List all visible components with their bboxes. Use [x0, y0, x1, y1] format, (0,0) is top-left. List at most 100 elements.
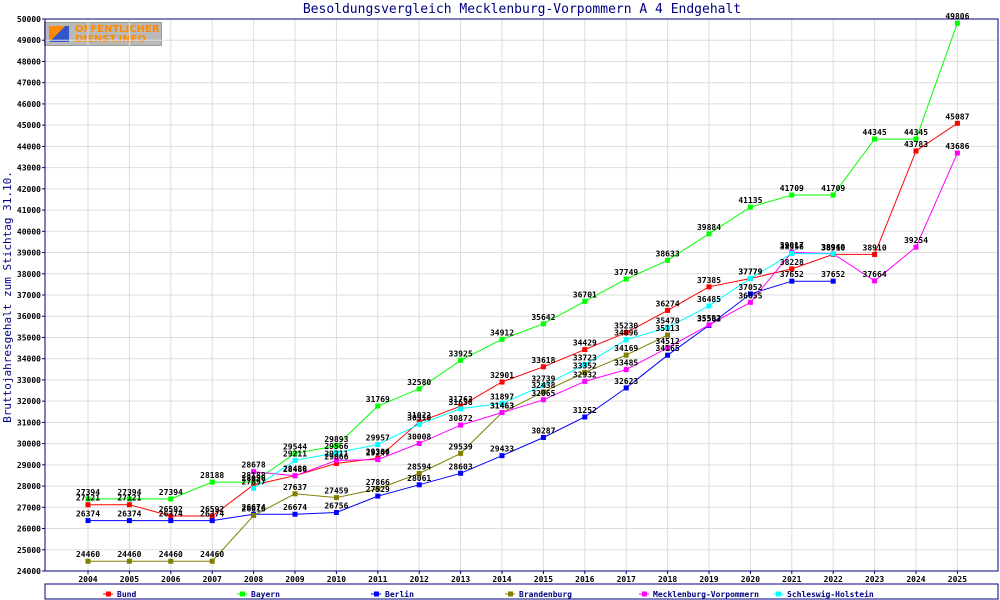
data-point: [872, 136, 878, 142]
data-label: 27866: [366, 478, 390, 487]
data-label: 45087: [945, 112, 969, 121]
data-label: 28188: [200, 471, 224, 480]
data-label: 24460: [76, 550, 100, 559]
data-point: [333, 450, 339, 456]
data-label: 26674: [283, 503, 307, 512]
data-label: 31769: [366, 395, 390, 404]
data-point: [168, 513, 174, 519]
data-point: [830, 278, 836, 284]
y-tick-label: 49000: [17, 36, 41, 45]
logo-line-2: DIENST.INFO: [75, 34, 146, 45]
data-label: 39254: [904, 236, 928, 245]
data-label: 34512: [656, 337, 680, 346]
data-label: 26374: [117, 510, 141, 519]
data-point: [126, 502, 132, 508]
data-point: [416, 470, 422, 476]
data-point: [499, 453, 505, 459]
data-label: 32739: [531, 374, 555, 383]
data-point: [954, 150, 960, 156]
legend: Bund Bayern Berlin Brandenburg Mecklenburg-V…: [103, 589, 874, 599]
data-label: 27394: [159, 488, 183, 497]
data-point: [623, 330, 629, 336]
data-point: [747, 299, 753, 305]
data-point: [789, 278, 795, 284]
data-label: 37779: [738, 267, 762, 276]
y-tick-label: 28000: [17, 482, 41, 491]
data-point: [458, 406, 464, 412]
data-label: 27394: [117, 488, 141, 497]
data-label: 27637: [283, 483, 307, 492]
y-tick-label: 44000: [17, 142, 41, 151]
y-tick-label: 45000: [17, 121, 41, 130]
data-point: [126, 518, 132, 524]
data-point: [582, 414, 588, 420]
data-point: [499, 400, 505, 406]
y-tick-label: 46000: [17, 100, 41, 109]
data-point: [209, 479, 215, 485]
data-label: 39884: [697, 223, 721, 232]
x-tick-label: 2017: [617, 575, 636, 584]
data-label: 24460: [117, 550, 141, 559]
y-tick-label: 31000: [17, 418, 41, 427]
data-label: 29539: [449, 442, 473, 451]
data-label: 33352: [573, 361, 597, 370]
x-tick-label: 2019: [699, 575, 718, 584]
data-label: 33618: [531, 356, 555, 365]
data-point: [292, 511, 298, 517]
data-point: [582, 378, 588, 384]
data-point: [582, 369, 588, 375]
data-point: [375, 493, 381, 499]
data-label: 27394: [76, 488, 100, 497]
x-tick-label: 2015: [534, 575, 553, 584]
data-point: [251, 482, 257, 488]
data-point: [623, 385, 629, 391]
legend-swatch-marker: [106, 591, 111, 597]
data-label: 29893: [324, 435, 348, 444]
x-tick-label: 2006: [161, 575, 180, 584]
data-label: 37652: [821, 270, 845, 279]
data-label: 26374: [159, 510, 183, 519]
data-label: 49806: [945, 12, 969, 21]
data-point: [954, 120, 960, 126]
data-label: 28603: [449, 462, 473, 471]
plot-frame: [44, 18, 999, 572]
data-point: [540, 321, 546, 327]
data-labels: 27121 27121 26592 26592 28056 28489 29066 29306…: [76, 12, 970, 559]
x-tick-label: 2016: [575, 575, 594, 584]
data-label: 38633: [656, 249, 680, 258]
data-label: 32932: [573, 370, 597, 379]
data-label: 38910: [863, 243, 887, 252]
data-point: [582, 298, 588, 304]
data-point: [582, 362, 588, 368]
data-point: [416, 482, 422, 488]
legend-swatch-marker: [240, 591, 245, 597]
data-label: 30008: [407, 432, 431, 441]
data-label: 38940: [821, 243, 845, 252]
data-point: [209, 518, 215, 524]
x-tick-label: 2008: [244, 575, 263, 584]
data-point: [872, 278, 878, 284]
legend-swatch-marker: [508, 591, 513, 597]
x-tick-label: 2005: [120, 575, 139, 584]
data-label: 38940: [821, 243, 845, 252]
data-label: 36274: [656, 299, 680, 308]
data-label: 38956: [780, 242, 804, 251]
data-label: 31022: [407, 411, 431, 420]
data-point: [499, 379, 505, 385]
data-label: 34896: [614, 329, 638, 338]
data-label: 29306: [366, 447, 390, 456]
data-label: 36655: [738, 291, 762, 300]
y-tick-label: 36000: [17, 312, 41, 321]
data-label: 26592: [159, 505, 183, 514]
data-label: 33723: [573, 354, 597, 363]
data-point: [416, 386, 422, 392]
legend-frame: [44, 583, 999, 600]
data-label: 28061: [407, 474, 431, 483]
y-tick-label: 48000: [17, 57, 41, 66]
y-tick-label: 32000: [17, 397, 41, 406]
x-tick-label: 2023: [865, 575, 884, 584]
data-point: [375, 403, 381, 409]
data-point: [872, 251, 878, 257]
x-tick-label: 2013: [451, 575, 470, 584]
